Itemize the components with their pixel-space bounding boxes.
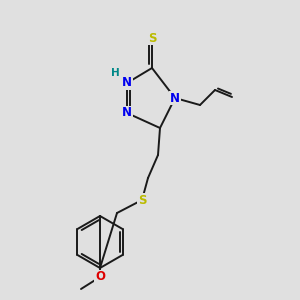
Text: S: S <box>138 194 146 206</box>
Text: H: H <box>111 68 119 78</box>
Text: N: N <box>122 76 132 89</box>
Text: S: S <box>148 32 156 44</box>
Text: N: N <box>170 92 180 104</box>
Text: N: N <box>122 106 132 119</box>
Text: O: O <box>95 271 105 284</box>
